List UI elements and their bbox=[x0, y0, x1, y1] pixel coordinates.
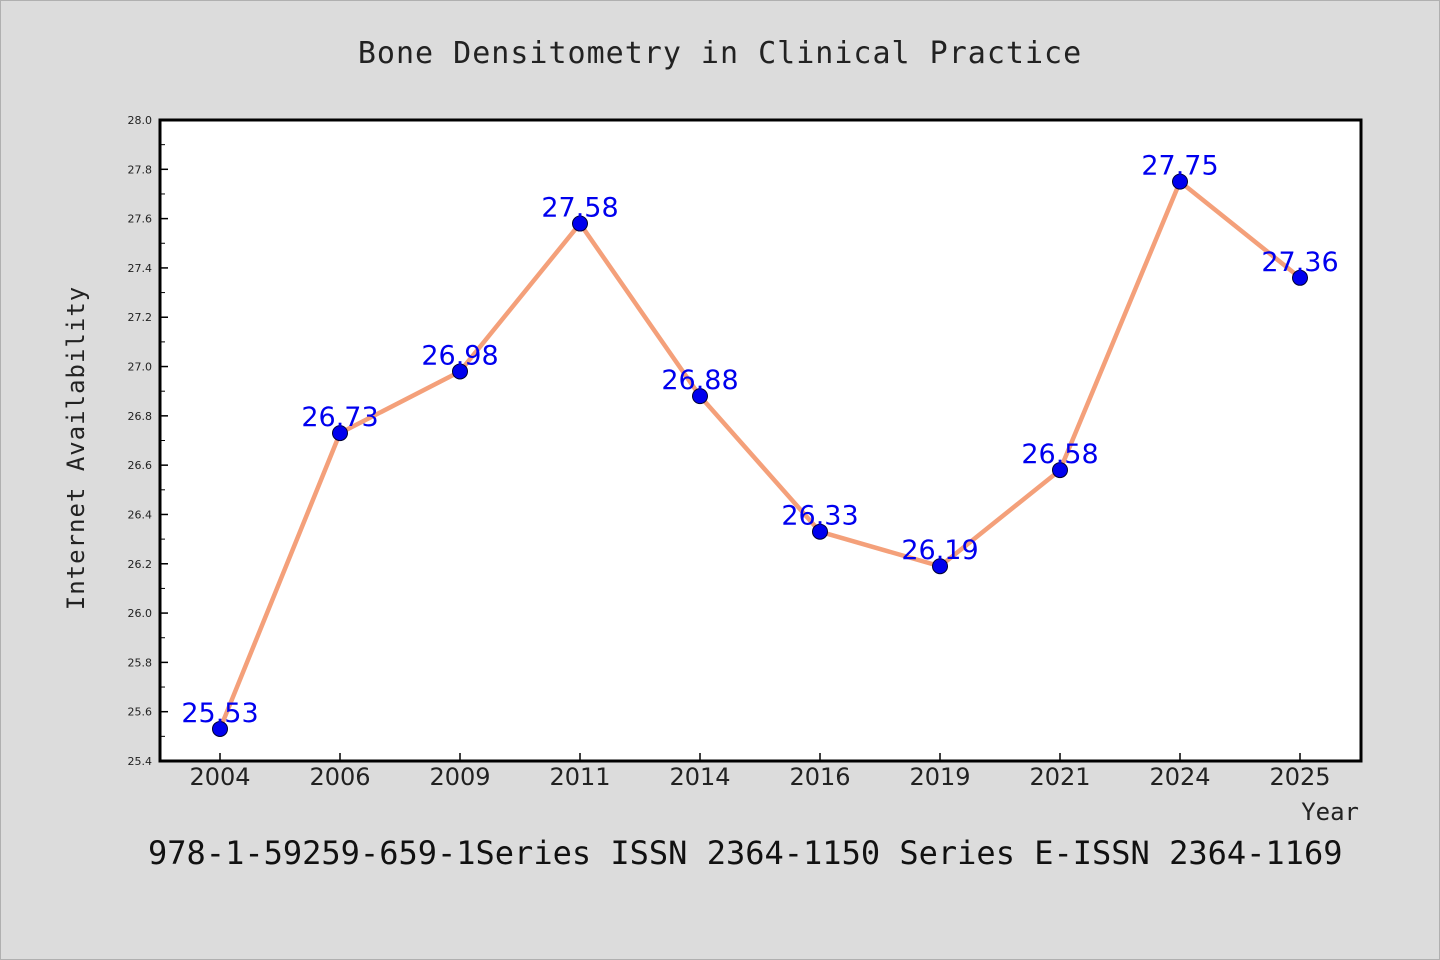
x-tick-label: 2024 bbox=[1149, 763, 1210, 791]
data-label: 27.36 bbox=[1261, 247, 1338, 278]
data-label: 27.58 bbox=[541, 193, 618, 224]
x-tick-label: 2016 bbox=[789, 763, 850, 791]
data-label: 26.73 bbox=[301, 402, 378, 433]
x-tick-label: 2025 bbox=[1269, 763, 1330, 791]
data-label: 26.19 bbox=[901, 535, 978, 566]
y-axis: 25.4 25.6 25.8 26.0 26.2 26.4 26.6 26.8 27.0 27.2… bbox=[128, 114, 168, 768]
data-point bbox=[812, 523, 828, 540]
x-tick-label: 2009 bbox=[429, 763, 490, 791]
y-tick-label: 27.8 bbox=[128, 163, 153, 176]
y-tick-label: 27.2 bbox=[128, 311, 153, 324]
data-point bbox=[572, 215, 588, 232]
y-tick-label: 26.6 bbox=[128, 459, 153, 472]
data-point bbox=[1052, 462, 1068, 479]
y-tick-label: 26.0 bbox=[128, 607, 153, 620]
y-tick-label: 25.6 bbox=[128, 706, 153, 719]
y-tick-label: 25.4 bbox=[128, 755, 153, 768]
y-axis-label: Internet Availability bbox=[62, 286, 90, 610]
data-point bbox=[332, 425, 348, 442]
data-point bbox=[452, 363, 468, 380]
x-axis: 2004 2006 2009 2011 2014 2016 2019 2021 2024 2025 bbox=[189, 753, 1331, 791]
x-tick-label: 2006 bbox=[309, 763, 370, 791]
y-tick-label: 25.8 bbox=[128, 656, 153, 669]
data-label: 25.53 bbox=[181, 698, 258, 729]
y-tick-label: 26.2 bbox=[128, 558, 153, 571]
y-tick-label: 27.6 bbox=[128, 213, 153, 226]
x-tick-label: 2019 bbox=[909, 763, 970, 791]
data-label: 26.58 bbox=[1021, 439, 1098, 470]
footer-text: 978-1-59259-659-1Series ISSN 2364-1150 S… bbox=[148, 834, 1342, 872]
series-line bbox=[217, 179, 1302, 730]
x-tick-label: 2011 bbox=[549, 763, 610, 791]
x-tick-label: 2014 bbox=[669, 763, 730, 791]
data-label: 26.33 bbox=[781, 501, 858, 532]
data-label: 26.98 bbox=[421, 340, 498, 371]
data-label: 27.75 bbox=[1141, 151, 1218, 182]
series-layer: 25.53 26.73 26.98 27.58 26.88 26.33 26.19 26.58… bbox=[181, 151, 1339, 737]
data-point bbox=[692, 388, 708, 405]
y-tick-label: 28.0 bbox=[128, 114, 153, 127]
x-tick-label: 2004 bbox=[189, 763, 250, 791]
data-point bbox=[932, 558, 948, 575]
y-tick-label: 27.4 bbox=[128, 262, 153, 275]
chart-title: Bone Densitometry in Clinical Practice bbox=[358, 36, 1082, 71]
y-tick-label: 26.4 bbox=[128, 508, 153, 521]
y-tick-label: 27.0 bbox=[128, 361, 153, 374]
data-point bbox=[212, 720, 228, 737]
data-point bbox=[1292, 269, 1308, 286]
y-tick-label: 26.8 bbox=[128, 410, 153, 423]
data-label: 26.88 bbox=[661, 365, 738, 396]
x-tick-label: 2021 bbox=[1029, 763, 1090, 791]
data-point bbox=[1172, 173, 1188, 190]
x-axis-label: Year bbox=[1301, 798, 1359, 826]
